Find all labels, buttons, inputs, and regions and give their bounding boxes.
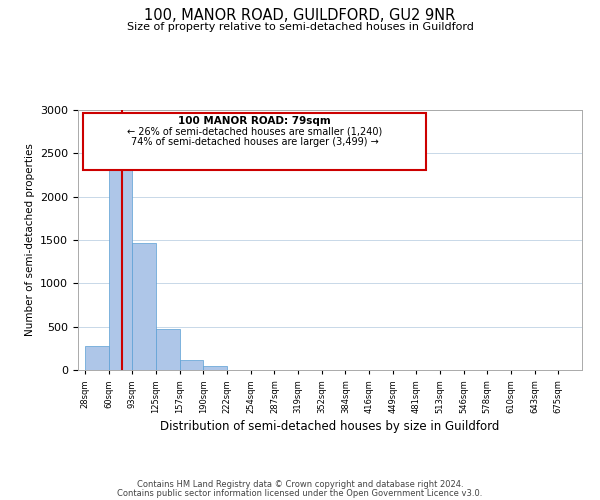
FancyBboxPatch shape	[83, 112, 426, 170]
Text: Contains public sector information licensed under the Open Government Licence v3: Contains public sector information licen…	[118, 488, 482, 498]
Bar	[109, 164, 133, 370]
Bar	[203, 366, 227, 370]
Text: Size of property relative to semi-detached houses in Guildford: Size of property relative to semi-detach…	[127, 22, 473, 32]
Text: 100 MANOR ROAD: 79sqm: 100 MANOR ROAD: 79sqm	[178, 116, 331, 126]
Bar	[85, 346, 109, 370]
X-axis label: Distribution of semi-detached houses by size in Guildford: Distribution of semi-detached houses by …	[160, 420, 500, 433]
Text: ← 26% of semi-detached houses are smaller (1,240): ← 26% of semi-detached houses are smalle…	[127, 127, 382, 137]
Bar	[156, 330, 180, 370]
Bar	[180, 360, 203, 370]
Bar	[133, 244, 156, 370]
Y-axis label: Number of semi-detached properties: Number of semi-detached properties	[25, 144, 35, 336]
Text: Contains HM Land Registry data © Crown copyright and database right 2024.: Contains HM Land Registry data © Crown c…	[137, 480, 463, 489]
Text: 100, MANOR ROAD, GUILDFORD, GU2 9NR: 100, MANOR ROAD, GUILDFORD, GU2 9NR	[145, 8, 455, 22]
Text: 74% of semi-detached houses are larger (3,499) →: 74% of semi-detached houses are larger (…	[131, 138, 378, 147]
